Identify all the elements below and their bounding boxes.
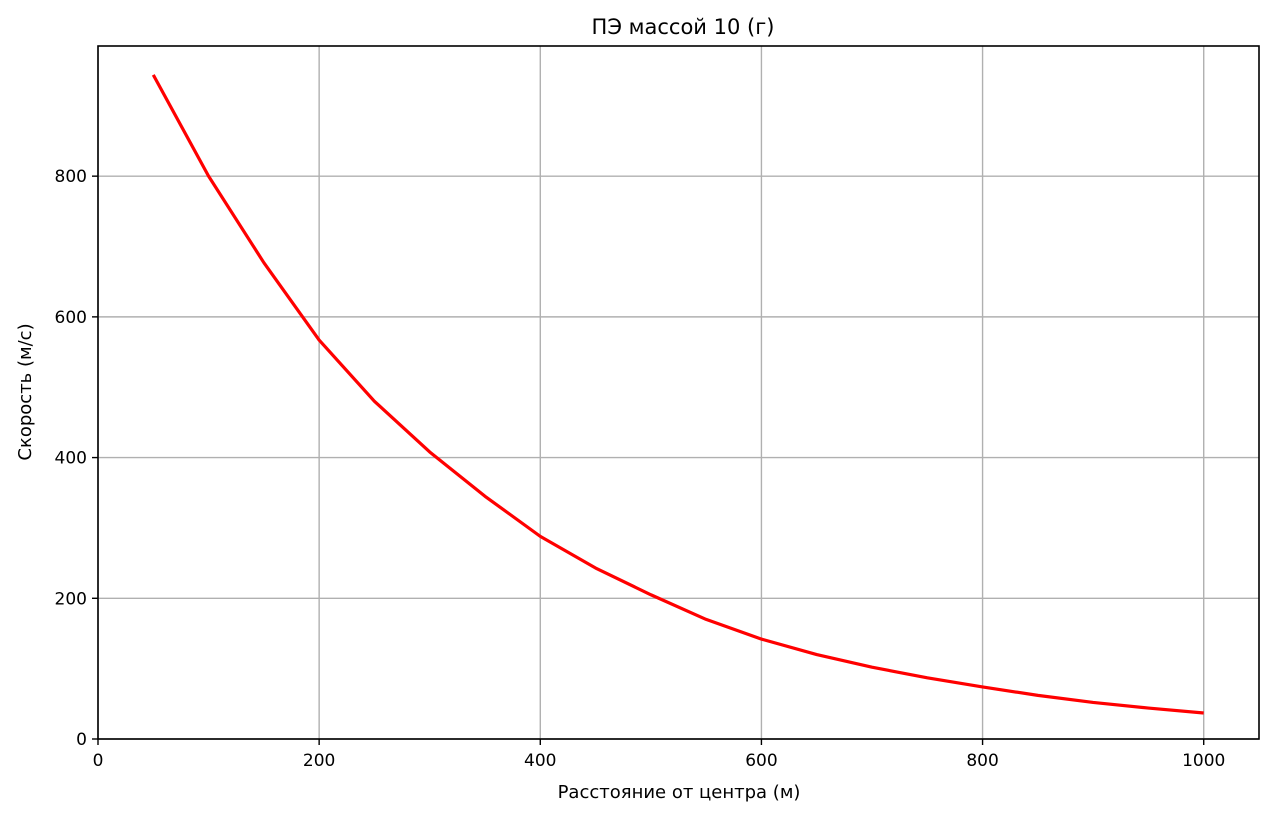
y-axis-label: Скорость (м/с) <box>15 323 36 460</box>
x-tick-label: 800 <box>966 751 998 771</box>
y-tick-label: 400 <box>55 449 87 469</box>
ticks: 0 200 400 600 800 1000 0 200 400 600 800 <box>55 167 1226 771</box>
y-tick-label: 200 <box>55 589 87 609</box>
x-tick-label: 600 <box>745 751 777 771</box>
y-tick-label: 800 <box>55 167 87 187</box>
axes-frame <box>97 45 1260 740</box>
x-tick-label: 400 <box>524 751 556 771</box>
x-tick-label: 200 <box>303 751 335 771</box>
x-axis-label: Расстояние от центра (м) <box>558 782 801 803</box>
chart-title: ПЭ массой 10 (г) <box>592 15 775 39</box>
grid <box>97 46 1259 740</box>
y-tick-label: 600 <box>55 308 87 328</box>
series-layer <box>151 74 1204 715</box>
series-line <box>151 74 1204 715</box>
x-tick-label: 1000 <box>1182 751 1225 771</box>
x-tick-label: 0 <box>93 751 104 771</box>
y-tick-label: 0 <box>76 730 87 750</box>
